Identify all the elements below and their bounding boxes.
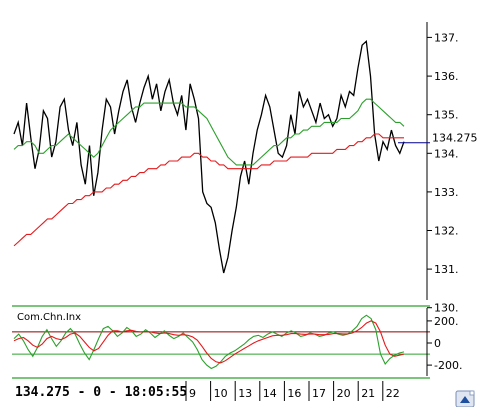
cci-panel: Com.Chn.Inx 200. 0 -200.	[12, 308, 462, 376]
date-tick-group: 9 10 13 14 16 17 20 21 22	[185, 381, 400, 401]
date-tick-label: 22	[386, 387, 400, 400]
y-tick-label: 131.	[434, 263, 459, 276]
series-line-price	[13, 39, 405, 274]
y-tick-label: 132.	[434, 225, 459, 238]
date-tick-label: 21	[361, 387, 375, 400]
y-tick-label: 137.	[434, 31, 459, 44]
date-tick-label: 16	[287, 387, 301, 400]
date-tick-label: 17	[312, 387, 326, 400]
last-price-label: 134.275	[432, 132, 478, 145]
date-tick-label: 20	[337, 387, 351, 400]
series-line-ma-long	[13, 133, 404, 247]
cci-tick-group: 200. 0 -200.	[427, 315, 462, 372]
date-tick-label: 9	[189, 387, 196, 400]
cci-tick-label: -200.	[434, 359, 462, 372]
series-line-cci-signal	[13, 320, 405, 364]
date-tick-label: 14	[263, 387, 277, 400]
date-tick-label: 10	[214, 387, 228, 400]
series-line-ma-short	[13, 98, 405, 166]
price-tick-group: 137. 136. 135. 134. 133. 132. 131. 130.	[427, 31, 459, 315]
series-line-cci	[13, 314, 405, 370]
y-tick-label: 133.	[434, 186, 459, 199]
toolbar-arrow-icon[interactable]	[455, 390, 475, 407]
y-tick-label: 136.	[434, 70, 459, 83]
price-panel: 137. 136. 135. 134. 133. 132. 131. 130. 134.275	[13, 22, 478, 315]
cci-tick-label: 0	[434, 337, 441, 350]
y-tick-label: 135.	[434, 109, 459, 122]
y-tick-label: 134.	[434, 147, 459, 160]
y-tick-label: 130.	[434, 302, 459, 315]
date-tick-label: 13	[238, 387, 252, 400]
price-series-group	[13, 39, 405, 274]
cci-series-group	[12, 314, 430, 370]
cci-tick-label: 200.	[434, 315, 459, 328]
status-readout: 134.275 - 0 - 18:05:55	[15, 385, 187, 400]
cci-panel-title: Com.Chn.Inx	[17, 312, 81, 323]
